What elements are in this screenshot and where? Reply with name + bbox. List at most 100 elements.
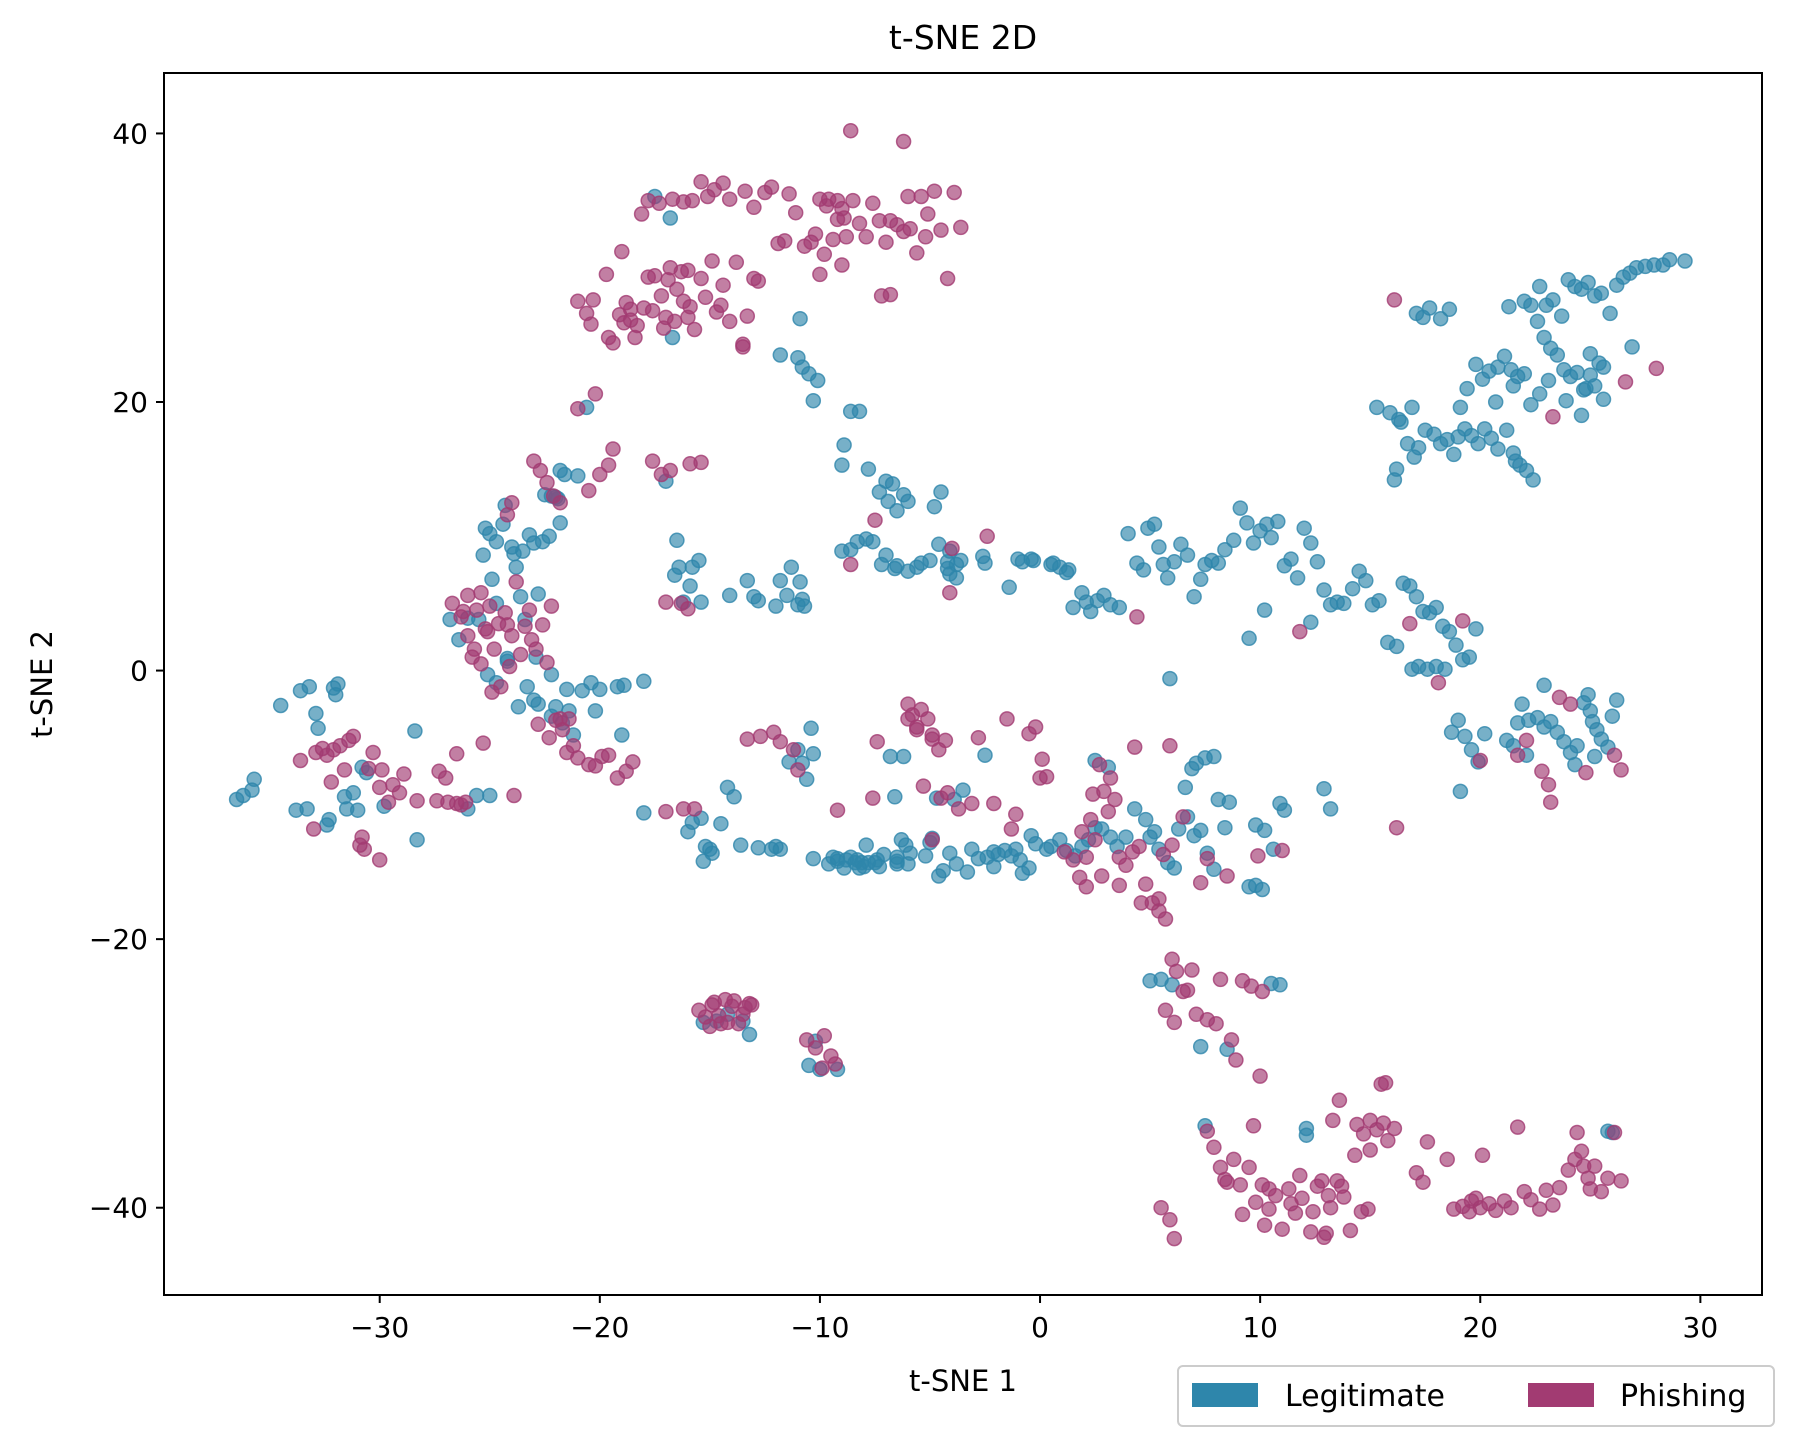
- legend-label-legitimate: Legitimate: [1285, 1379, 1445, 1414]
- points-layer: [228, 122, 1693, 1247]
- point-phishing: [506, 787, 522, 804]
- point-legitimate: [1461, 649, 1478, 665]
- point-legitimate: [1490, 441, 1506, 457]
- point-phishing: [697, 289, 714, 306]
- y-axis-ticks: −40 −20 0 20 40: [89, 117, 164, 1225]
- point-phishing: [787, 204, 804, 221]
- point-phishing: [869, 733, 885, 750]
- point-phishing: [1184, 962, 1200, 978]
- point-phishing: [900, 711, 916, 727]
- point-legitimate: [900, 493, 916, 510]
- point-legitimate: [895, 748, 912, 765]
- point-phishing: [1274, 1221, 1290, 1237]
- point-legitimate: [310, 720, 326, 737]
- point-phishing: [1439, 1151, 1455, 1168]
- point-phishing: [882, 286, 899, 303]
- point-legitimate: [1450, 712, 1466, 729]
- point-legitimate: [1608, 692, 1625, 708]
- point-legitimate: [1221, 794, 1238, 810]
- point-phishing: [1032, 770, 1048, 786]
- point-phishing: [1166, 1230, 1183, 1247]
- point-phishing: [371, 779, 388, 796]
- point-legitimate: [836, 437, 852, 453]
- point-phishing: [790, 762, 806, 778]
- point-legitimate: [1135, 562, 1152, 578]
- point-phishing: [1008, 806, 1024, 823]
- point-phishing: [647, 268, 663, 284]
- point-legitimate: [1023, 827, 1039, 844]
- point-legitimate: [321, 811, 337, 828]
- point-phishing: [1534, 763, 1550, 780]
- point-legitimate: [1470, 435, 1486, 452]
- point-legitimate: [1487, 394, 1504, 410]
- x-tick-label: −10: [790, 1311, 849, 1344]
- point-phishing: [1551, 1179, 1568, 1196]
- point-phishing: [1206, 1139, 1222, 1156]
- point-phishing: [1386, 292, 1403, 308]
- point-legitimate: [1164, 977, 1180, 993]
- point-legitimate: [1137, 811, 1154, 828]
- point-legitimate: [1578, 380, 1594, 397]
- point-phishing: [1179, 982, 1196, 998]
- point-legitimate: [484, 571, 500, 588]
- point-phishing: [614, 243, 630, 260]
- point-legitimate: [1146, 516, 1163, 532]
- point-legitimate: [1496, 348, 1513, 365]
- point-legitimate: [664, 329, 681, 346]
- point-phishing: [917, 229, 934, 245]
- point-legitimate: [1498, 422, 1515, 438]
- point-phishing: [1569, 1124, 1585, 1141]
- point-phishing: [920, 206, 936, 222]
- point-legitimate: [1001, 579, 1017, 596]
- point-phishing: [356, 841, 373, 857]
- point-phishing: [1254, 983, 1271, 1000]
- point-phishing: [1102, 770, 1119, 786]
- point-legitimate: [1468, 621, 1484, 637]
- point-phishing: [1545, 409, 1561, 425]
- point-phishing: [1388, 819, 1405, 836]
- point-legitimate: [1569, 738, 1585, 754]
- point-phishing: [842, 556, 859, 573]
- point-phishing: [851, 215, 868, 232]
- point-legitimate: [1582, 345, 1599, 362]
- point-legitimate: [959, 864, 976, 880]
- point-legitimate: [887, 789, 903, 805]
- point-phishing: [1225, 1151, 1242, 1168]
- point-phishing: [1208, 1015, 1224, 1032]
- point-legitimate: [330, 676, 346, 692]
- point-phishing: [1074, 823, 1090, 840]
- point-phishing: [1538, 1182, 1555, 1199]
- point-phishing: [950, 801, 967, 817]
- point-phishing: [493, 678, 509, 695]
- point-phishing: [1252, 1068, 1268, 1084]
- point-phishing: [937, 732, 954, 749]
- point-legitimate: [1232, 500, 1249, 516]
- point-legitimate: [1010, 551, 1026, 567]
- point-phishing: [479, 623, 496, 640]
- point-legitimate: [798, 771, 815, 788]
- point-legitimate: [616, 677, 632, 694]
- point-legitimate: [1525, 472, 1541, 488]
- y-tick-label: 20: [112, 386, 148, 419]
- point-phishing: [1545, 1197, 1561, 1213]
- point-legitimate: [783, 559, 800, 575]
- point-legitimate: [1177, 779, 1194, 796]
- point-phishing: [933, 222, 949, 238]
- point-legitimate: [1179, 547, 1196, 563]
- point-phishing: [920, 711, 936, 727]
- point-legitimate: [1298, 1120, 1315, 1137]
- point-legitimate: [809, 372, 826, 389]
- point-phishing: [867, 512, 883, 528]
- point-phishing: [1509, 747, 1526, 763]
- point-phishing: [895, 133, 912, 150]
- point-legitimate: [671, 559, 687, 575]
- point-phishing: [1540, 776, 1557, 793]
- y-axis-label: t-SNE 2: [25, 630, 59, 738]
- point-phishing: [746, 199, 762, 216]
- point-legitimate: [1452, 399, 1469, 416]
- point-legitimate: [680, 823, 696, 840]
- point-legitimate: [1023, 551, 1039, 567]
- point-legitimate: [1536, 677, 1552, 694]
- point-legitimate: [1441, 301, 1458, 318]
- point-phishing: [1606, 747, 1623, 763]
